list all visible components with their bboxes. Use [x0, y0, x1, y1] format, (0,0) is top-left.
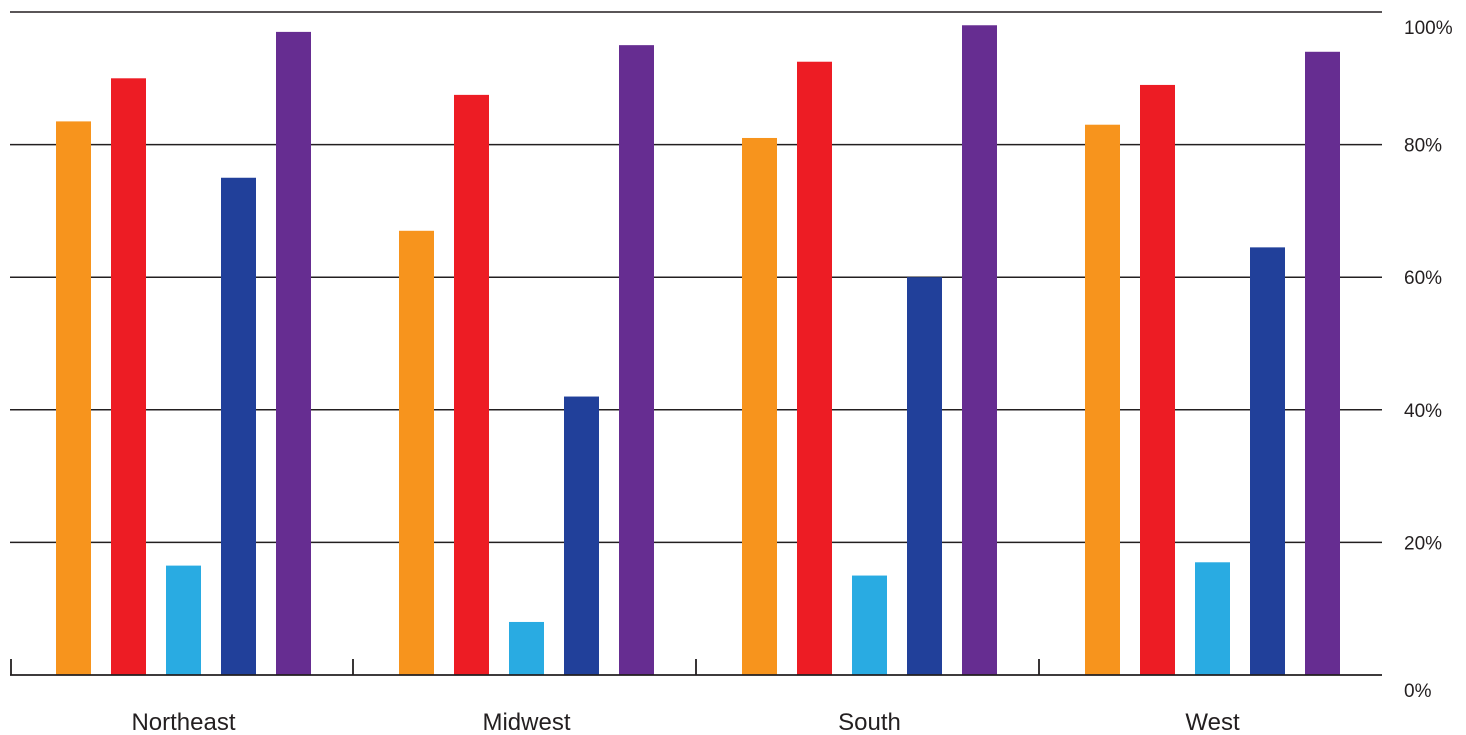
category-label-midwest: Midwest — [482, 709, 570, 735]
bar-midwest-series-5 — [619, 45, 654, 675]
category-label-northeast: Northeast — [131, 709, 235, 735]
bar-south-series-5 — [962, 25, 997, 675]
bar-west-series-4 — [1250, 247, 1285, 676]
bar-south-series-1 — [742, 137, 777, 676]
y-tick-label-60: 60% — [1404, 268, 1442, 289]
y-tick-label-40: 40% — [1404, 401, 1442, 422]
bar-midwest-series-3 — [509, 621, 544, 675]
bar-south-series-3 — [852, 575, 887, 675]
bar-west-series-5 — [1305, 51, 1340, 675]
y-axis-ticks: 0% 20% 40% 60% 80% 100% — [1404, 18, 1453, 702]
bar-south-series-2 — [797, 61, 832, 676]
bar-south-series-4 — [907, 277, 942, 675]
bar-west-series-1 — [1085, 124, 1120, 675]
y-tick-label-20: 20% — [1404, 533, 1442, 554]
category-label-south: South — [838, 709, 901, 735]
bar-northeast-series-1 — [56, 121, 91, 675]
grid-lines — [10, 11, 1382, 544]
bar-northeast-series-2 — [111, 78, 146, 676]
category-labels: Northeast Midwest South West — [131, 709, 1239, 735]
category-label-west: West — [1185, 709, 1240, 735]
bar-midwest-series-2 — [454, 94, 489, 675]
y-tick-label-80: 80% — [1404, 136, 1442, 157]
bar-midwest-series-1 — [399, 230, 434, 676]
bar-northeast-series-5 — [276, 31, 311, 675]
bar-northeast-series-3 — [166, 565, 201, 675]
bar-midwest-series-4 — [564, 396, 599, 675]
y-tick-label-0: 0% — [1404, 681, 1432, 702]
bar-west-series-2 — [1140, 84, 1175, 676]
bar-northeast-series-4 — [221, 177, 256, 675]
x-axis — [10, 659, 1382, 676]
bar-west-series-3 — [1195, 562, 1230, 675]
y-tick-label-100: 100% — [1404, 18, 1453, 39]
bars — [56, 25, 1340, 676]
